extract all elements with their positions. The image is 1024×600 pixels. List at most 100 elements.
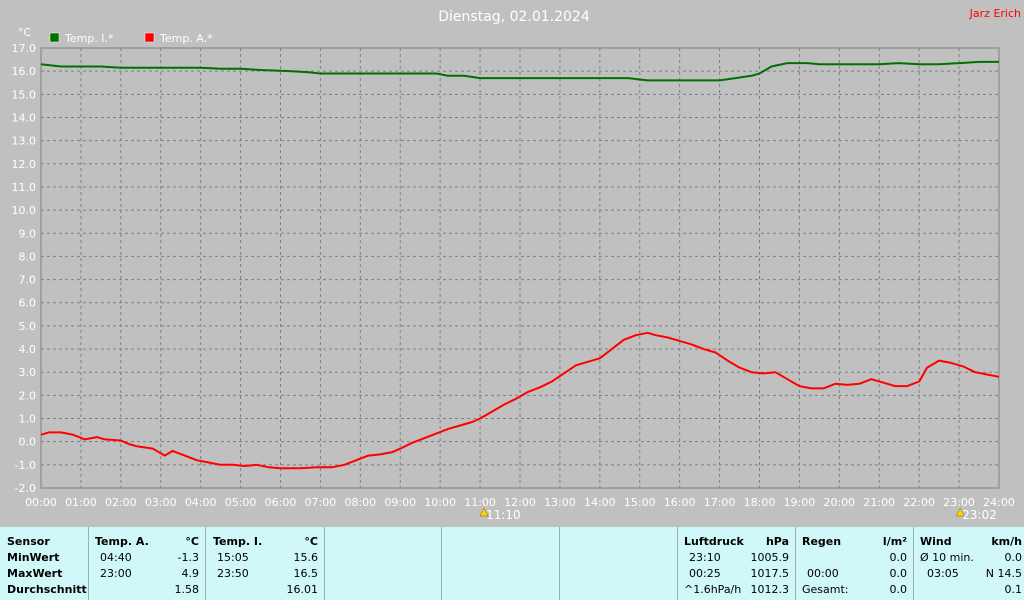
temp-outer-min-value: -1.3 bbox=[177, 551, 199, 564]
y-tick-label: 3.0 bbox=[19, 366, 37, 379]
x-tick-label: 13:00 bbox=[544, 496, 576, 509]
chart-title: Dienstag, 02.01.2024 bbox=[438, 9, 590, 25]
y-tick-label: 5.0 bbox=[19, 320, 37, 333]
y-tick-label: 17.0 bbox=[12, 42, 37, 55]
stats-row-avg: Durchschnitt bbox=[7, 583, 87, 596]
x-tick-label: 12:00 bbox=[504, 496, 536, 509]
stats-col-wind: Wind km/h Ø 10 min. 0.0 03:05 N 14.5 0.1 bbox=[913, 527, 1024, 600]
marker-label: 23:02 bbox=[962, 508, 997, 522]
x-tick-label: 09:00 bbox=[384, 496, 416, 509]
y-tick-label: 8.0 bbox=[19, 250, 37, 263]
y-tick-label: 0.0 bbox=[19, 436, 37, 449]
pressure-max-time: 00:25 bbox=[689, 567, 721, 580]
pressure-trend: ^1.6hPa/h bbox=[684, 583, 742, 596]
x-tick-label: 00:00 bbox=[25, 496, 57, 509]
x-tick-label: 14:00 bbox=[584, 496, 616, 509]
temp-inner-min-time: 15:05 bbox=[217, 551, 249, 564]
wind-title: Wind bbox=[920, 535, 952, 548]
y-tick-label: 15.0 bbox=[12, 88, 37, 101]
pressure-title: Luftdruck bbox=[684, 535, 744, 548]
wind-avg-label: Ø 10 min. bbox=[920, 551, 974, 564]
y-tick-label: 16.0 bbox=[12, 65, 37, 78]
x-tick-label: 18:00 bbox=[744, 496, 776, 509]
temp-inner-max-value: 16.5 bbox=[293, 567, 319, 580]
rain-total-value: 0.0 bbox=[889, 583, 908, 596]
wind-max-time: 03:05 bbox=[927, 567, 959, 580]
y-tick-label: 9.0 bbox=[19, 227, 37, 240]
wind-max-value: N 14.5 bbox=[985, 567, 1022, 580]
sunrise-icon bbox=[479, 507, 489, 517]
pressure-min-time: 23:10 bbox=[689, 551, 721, 564]
stats-col-rain: Regen l/m² 0.0 00:00 0.0 Gesamt: 0.0 bbox=[795, 527, 914, 600]
rain-max-time: 00:00 bbox=[807, 567, 839, 580]
temp-inner-avg-value: 16.01 bbox=[286, 583, 319, 596]
pressure-unit: hPa bbox=[765, 535, 789, 548]
y-tick-label: 6.0 bbox=[19, 297, 37, 310]
x-tick-label: 02:00 bbox=[105, 496, 137, 509]
x-tick-label: 17:00 bbox=[704, 496, 736, 509]
y-tick-label: 14.0 bbox=[12, 111, 37, 124]
temp-outer-unit: °C bbox=[185, 535, 199, 548]
x-tick-label: 20:00 bbox=[823, 496, 855, 509]
rain-min-value: 0.0 bbox=[889, 551, 908, 564]
y-tick-label: 2.0 bbox=[19, 389, 37, 402]
temp-inner-title: Temp. I. bbox=[213, 535, 263, 548]
y-tick-label: 12.0 bbox=[12, 158, 37, 171]
rain-total-label: Gesamt: bbox=[802, 583, 849, 596]
x-tick-label: 16:00 bbox=[664, 496, 696, 509]
temp-inner-max-time: 23:50 bbox=[217, 567, 249, 580]
chart-area: Dienstag, 02.01.2024 Jarz Erich °C Temp.… bbox=[12, 7, 1022, 522]
stats-col-temp-inner: Temp. I. °C 15:05 15.6 23:50 16.5 16.01 bbox=[205, 527, 325, 600]
x-tick-label: 24:00 bbox=[983, 496, 1015, 509]
temp-inner-unit: °C bbox=[304, 535, 318, 548]
stats-row-max: MaxWert bbox=[7, 567, 63, 580]
statistics-panel: Sensor MinWert MaxWert Durchschnitt Temp… bbox=[0, 527, 1024, 600]
sun-markers: 11:10 23:02 bbox=[479, 507, 997, 522]
wind-unit: km/h bbox=[991, 535, 1022, 548]
x-tick-label: 04:00 bbox=[185, 496, 217, 509]
y-tick-labels: 17.0 16.0 15.0 14.0 13.0 12.0 11.0 10.0 9.0 8.0 7.… bbox=[12, 42, 37, 495]
x-tick-label: 06:00 bbox=[265, 496, 297, 509]
y-tick-label: 4.0 bbox=[19, 343, 37, 356]
y-tick-label: 13.0 bbox=[12, 135, 37, 148]
legend-swatch-inner bbox=[49, 32, 60, 43]
series-line-outer bbox=[40, 331, 1000, 470]
x-tick-label: 21:00 bbox=[863, 496, 895, 509]
stats-col-pressure: Luftdruck hPa 23:10 1005.9 00:25 1017.5 … bbox=[677, 527, 796, 600]
legend-label-outer: Temp. A.* bbox=[159, 32, 213, 45]
temp-inner-min-value: 15.6 bbox=[293, 551, 319, 564]
x-tick-label: 05:00 bbox=[225, 496, 257, 509]
x-tick-label: 01:00 bbox=[65, 496, 97, 509]
series-line-inner bbox=[40, 60, 999, 82]
x-tick-label: 08:00 bbox=[344, 496, 376, 509]
stats-col-empty-1 bbox=[324, 527, 442, 600]
pressure-avg-value: 1012.3 bbox=[750, 583, 790, 596]
temp-outer-max-time: 23:00 bbox=[100, 567, 132, 580]
x-tick-label: 22:00 bbox=[903, 496, 935, 509]
stats-col-empty-3 bbox=[559, 527, 678, 600]
x-tick-label: 03:00 bbox=[145, 496, 177, 509]
stats-col-empty-2 bbox=[441, 527, 560, 600]
stats-col-sensor: Sensor MinWert MaxWert Durchschnitt bbox=[0, 527, 89, 600]
y-tick-label: -1.0 bbox=[15, 459, 36, 472]
x-tick-label: 07:00 bbox=[305, 496, 337, 509]
marker-label: 11:10 bbox=[486, 508, 521, 522]
x-tick-label: 15:00 bbox=[624, 496, 656, 509]
temp-outer-max-value: 4.9 bbox=[181, 567, 200, 580]
x-tick-labels: 00:00 01:00 02:00 03:00 04:00 05:00 06:00 07:00… bbox=[25, 496, 1015, 509]
legend-swatch-outer bbox=[144, 32, 155, 43]
series-layer bbox=[40, 60, 1000, 470]
rain-max-value: 0.0 bbox=[889, 567, 908, 580]
stats-row-min: MinWert bbox=[7, 551, 60, 564]
temp-outer-min-time: 04:40 bbox=[100, 551, 132, 564]
wind-last-value: 0.1 bbox=[1004, 583, 1023, 596]
y-tick-label: 1.0 bbox=[19, 413, 37, 426]
sunset-icon bbox=[955, 507, 965, 517]
x-tick-label: 10:00 bbox=[424, 496, 456, 509]
temp-outer-avg-value: 1.58 bbox=[174, 583, 200, 596]
y-tick-label: 10.0 bbox=[12, 204, 37, 217]
pressure-min-value: 1005.9 bbox=[750, 551, 790, 564]
y-axis-unit: °C bbox=[18, 26, 32, 39]
y-tick-label: -2.0 bbox=[15, 482, 36, 495]
pressure-max-value: 1017.5 bbox=[750, 567, 790, 580]
